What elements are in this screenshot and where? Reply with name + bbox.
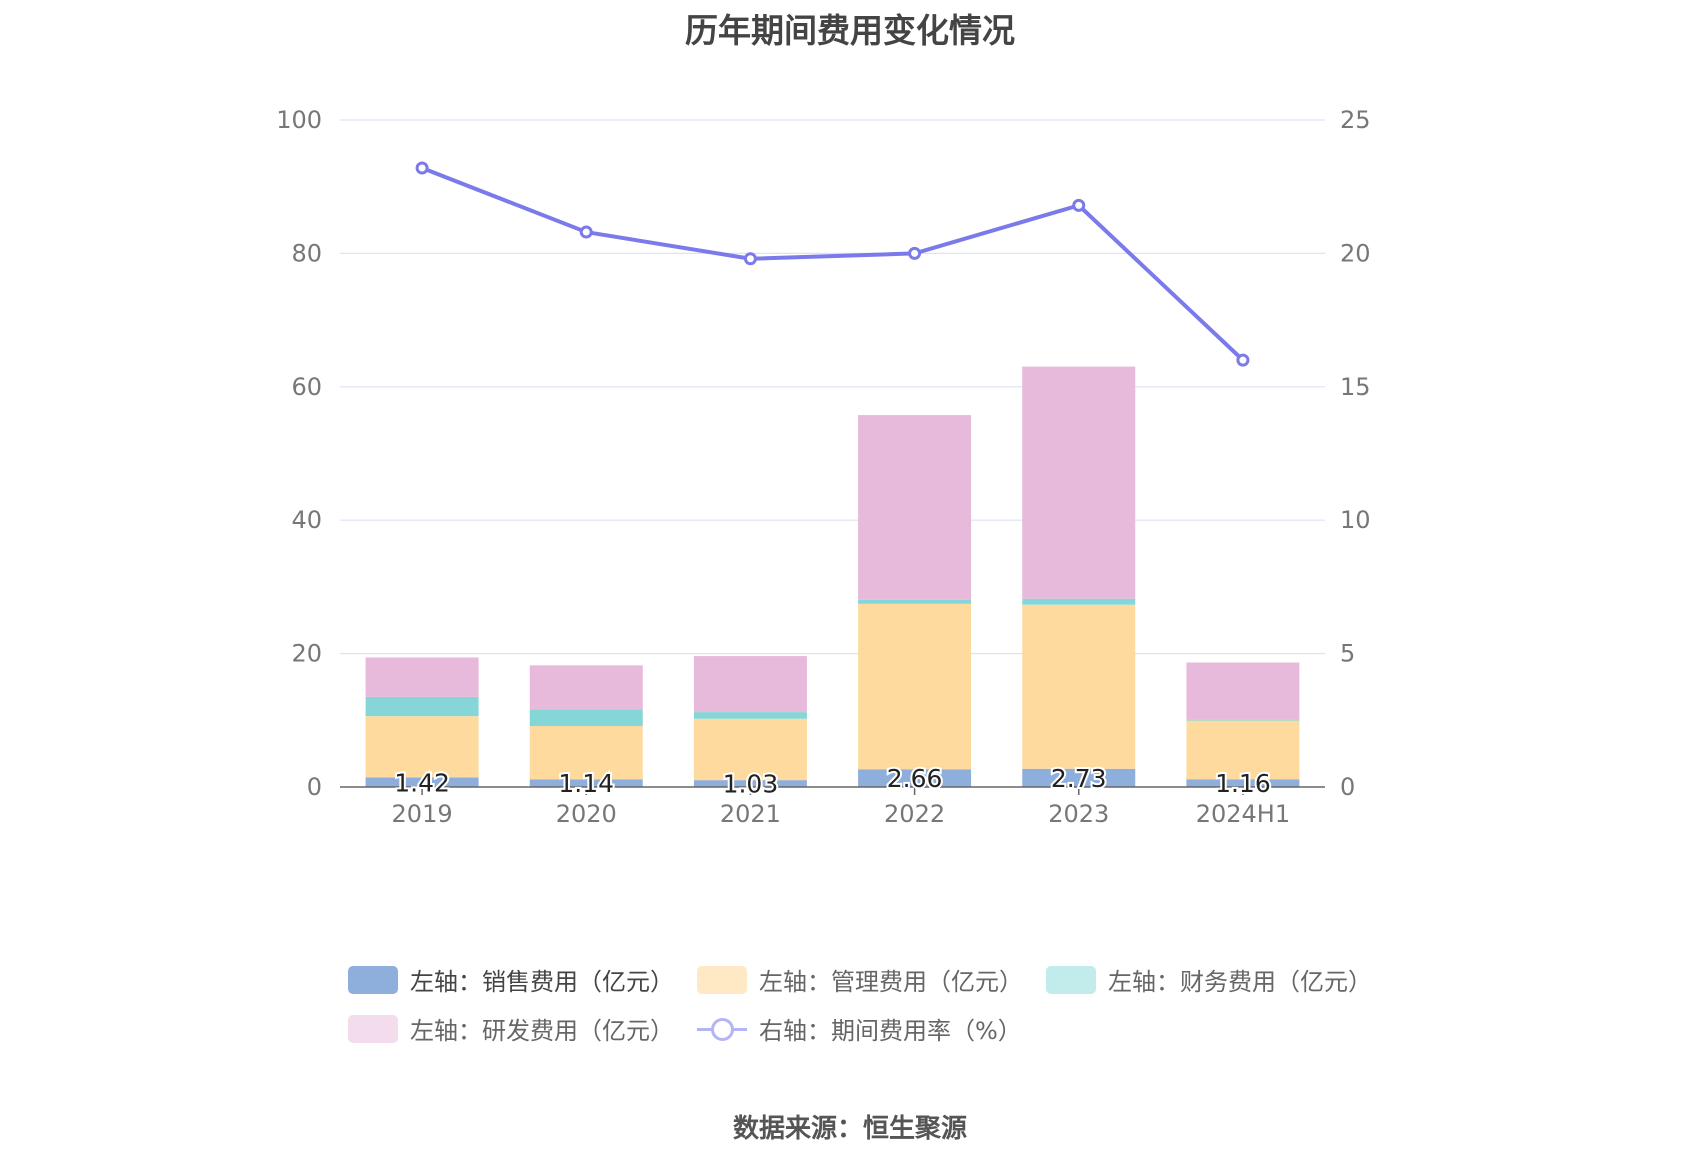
bar-segment [858,415,972,600]
left-axis-tick-label: 100 [276,106,322,134]
left-axis-tick-label: 40 [291,506,322,534]
legend-swatch-admin [697,965,747,994]
rate-point [1072,198,1086,212]
bar-segment [858,599,972,604]
bar-segment [529,726,643,780]
legend-swatch-sales [348,965,398,994]
left-axis-tick-label: 60 [291,373,322,401]
data-label: 1.03 [723,770,779,799]
bar-segment [693,712,807,719]
legend-item-finance[interactable]: 左轴：财务费用（亿元） [1046,962,1372,997]
right-axis-tick-label: 10 [1340,506,1371,534]
right-axis-tick-label: 25 [1340,106,1371,134]
rate-point [415,161,429,175]
x-axis-tick-label: 2022 [884,800,945,828]
left-axis-tick-label: 80 [291,239,322,267]
bar-segment [1186,720,1300,780]
bar-segment [529,779,643,787]
legend-item-sales[interactable]: 左轴：销售费用（亿元） [348,962,674,997]
legend-label-rnd: 左轴：研发费用（亿元） [410,1017,674,1045]
bar-segment [529,665,643,710]
left-axis-tick-label: 20 [291,640,322,668]
legend-label-finance: 左轴：财务费用（亿元） [1108,968,1372,996]
legend-line-rate-icon [697,1015,747,1043]
legend-item-rate[interactable]: 右轴：期间费用率（%） [697,1011,1022,1046]
rate-point [579,225,593,239]
rate-point [1236,353,1250,367]
bar-segment [693,780,807,787]
right-axis-tick-label: 20 [1340,239,1371,267]
left-axis-tick-label: 0 [307,773,322,801]
x-axis-tick-label: 2024H1 [1196,800,1290,828]
legend-label-sales: 左轴：销售费用（亿元） [410,968,674,996]
legend-swatch-rnd [348,1014,398,1043]
bar-segment [693,656,807,713]
x-axis-tick-label: 2023 [1048,800,1109,828]
rate-point [908,246,922,260]
legend-label-rate: 右轴：期间费用率（%） [759,1017,1022,1045]
bar-segment [693,718,807,781]
x-axis-tick-label: 2019 [392,800,453,828]
bar-segment [365,696,479,717]
data-label: 2.73 [1051,764,1107,793]
bar-segment [1022,598,1136,605]
bar-segment [1186,779,1300,787]
data-label: 1.16 [1215,769,1271,798]
bar-segment [365,657,479,697]
legend-item-rnd[interactable]: 左轴：研发费用（亿元） [348,1011,674,1046]
bar-segment [1186,719,1300,721]
right-axis-tick-label: 0 [1340,773,1355,801]
legend-item-admin[interactable]: 左轴：管理费用（亿元） [697,962,1023,997]
chart-title: 历年期间费用变化情况 [685,11,1015,50]
data-label: 1.14 [558,769,614,798]
data-label: 1.42 [394,768,450,797]
bar-segment [858,603,972,770]
bar-segment [529,709,643,727]
bar-segment [1186,662,1300,720]
legend-label-admin: 左轴：管理费用（亿元） [759,968,1023,996]
bar-segment [1022,604,1136,769]
legend-swatch-finance [1046,965,1096,994]
bar-segment [365,777,479,787]
rate-point [743,252,757,266]
data-label: 2.66 [887,764,943,793]
right-axis-tick-label: 5 [1340,640,1355,668]
bar-segment [365,716,479,778]
bar-segment [858,769,972,787]
bar-segment [1022,366,1136,599]
x-axis-tick-label: 2021 [720,800,781,828]
rate-line [421,166,1245,362]
right-axis-tick-label: 15 [1340,373,1371,401]
data-source: 数据来源：恒生聚源 [732,1114,967,1144]
x-axis-tick-label: 2020 [556,800,617,828]
bar-segment [1022,768,1136,787]
